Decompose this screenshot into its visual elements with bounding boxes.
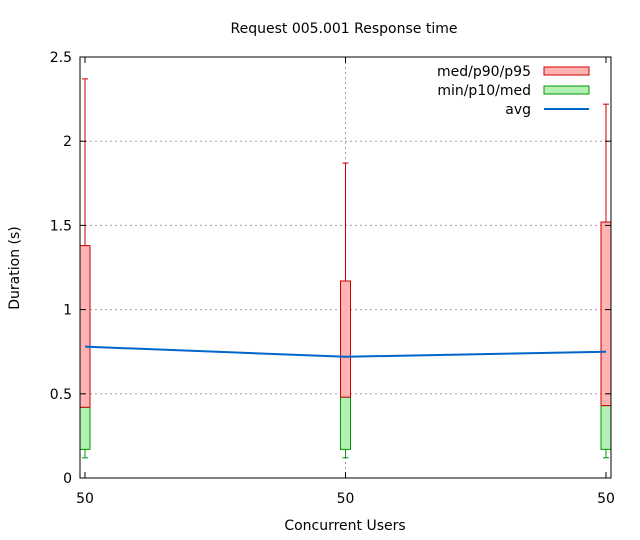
x-tick-label: 50 xyxy=(337,491,355,507)
y-tick-label: 2.5 xyxy=(50,50,72,66)
y-tick-label: 0.5 xyxy=(50,387,72,403)
legend: med/p90/p95 min/p10/med avg xyxy=(437,64,590,118)
y-tick-label: 1.5 xyxy=(50,218,72,234)
y-axis-label: Duration (s) xyxy=(7,226,23,309)
box-p10-med xyxy=(79,406,91,450)
box-med-p90 xyxy=(340,280,351,398)
y-tick-label: 2 xyxy=(63,134,72,150)
legend-swatch xyxy=(543,66,590,76)
avg-series xyxy=(84,345,607,358)
y-axis: 0 0.5 1 1.5 2 2.5 xyxy=(50,50,611,487)
y-tick-label: 0 xyxy=(63,471,72,487)
x-axis-label: Concurrent Users xyxy=(284,518,405,534)
x-tick-label: 50 xyxy=(597,491,615,507)
box-p10-med xyxy=(600,405,612,450)
box-series xyxy=(79,78,612,459)
legend-label: med/p90/p95 xyxy=(437,64,531,80)
box-med-p90 xyxy=(79,245,91,408)
legend-label: min/p10/med xyxy=(437,83,531,99)
box-p10-med xyxy=(340,396,351,450)
legend-swatch xyxy=(543,85,590,95)
x-axis: 50 50 50 xyxy=(76,57,615,507)
box-med-p90 xyxy=(600,221,612,407)
legend-label: avg xyxy=(505,102,531,118)
y-tick-label: 1 xyxy=(63,303,72,319)
chart-title: Request 005.001 Response time xyxy=(231,21,458,37)
x-tick-label: 50 xyxy=(76,491,94,507)
